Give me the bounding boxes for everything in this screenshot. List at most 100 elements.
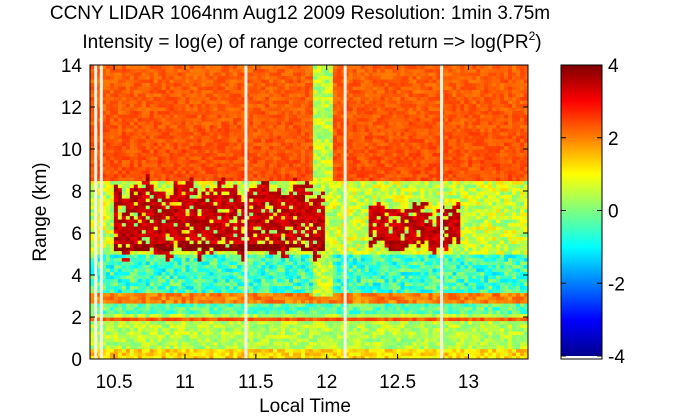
heatmap-cell xyxy=(173,191,179,196)
heatmap-cell xyxy=(189,184,195,189)
heatmap-cell xyxy=(137,198,143,203)
heatmap-cell xyxy=(113,233,119,238)
heatmap-cell xyxy=(293,198,298,203)
heatmap-cell xyxy=(101,173,107,178)
heatmap-cell xyxy=(297,324,302,329)
heatmap-cell xyxy=(149,292,155,297)
heatmap-cell xyxy=(165,292,171,297)
heatmap-cell xyxy=(141,145,147,150)
heatmap-cell xyxy=(125,275,131,280)
heatmap-cell xyxy=(301,352,306,357)
heatmap-cell xyxy=(101,103,107,108)
heatmap-cell xyxy=(141,180,147,185)
heatmap-cell xyxy=(245,236,250,241)
heatmap-cell xyxy=(217,292,222,297)
heatmap-cell xyxy=(181,103,187,108)
heatmap-cell xyxy=(101,320,107,325)
heatmap-cell xyxy=(117,275,123,280)
heatmap-cell xyxy=(141,208,147,213)
heatmap-cell xyxy=(305,152,310,157)
heatmap-cell xyxy=(145,208,151,213)
heatmap-cell xyxy=(225,324,230,329)
heatmap-cell xyxy=(249,177,254,182)
heatmap-cell xyxy=(129,194,135,199)
heatmap-cell xyxy=(117,180,123,185)
heatmap-cell xyxy=(301,320,306,325)
heatmap-cell xyxy=(181,296,187,301)
heatmap-cell xyxy=(165,240,171,245)
heatmap-cell xyxy=(316,264,322,269)
heatmap-cell xyxy=(197,163,203,168)
heatmap-cell xyxy=(309,156,314,161)
heatmap-cell xyxy=(257,331,262,336)
heatmap-cell xyxy=(301,100,306,105)
heatmap-cell xyxy=(261,135,266,140)
heatmap-cell xyxy=(141,233,147,238)
heatmap-cell xyxy=(217,110,222,115)
heatmap-cell xyxy=(185,282,191,287)
heatmap-cell xyxy=(221,275,226,280)
heatmap-cell xyxy=(233,285,238,290)
heatmap-cell xyxy=(149,236,155,241)
heatmap-cell xyxy=(141,149,147,154)
heatmap-cell xyxy=(277,285,282,290)
heatmap-cell xyxy=(281,303,286,308)
heatmap-cell xyxy=(225,338,230,343)
heatmap-cell xyxy=(277,187,282,192)
heatmap-cell xyxy=(129,229,135,234)
heatmap-cell xyxy=(229,257,234,262)
heatmap-cell xyxy=(177,163,183,168)
heatmap-cell xyxy=(145,187,151,192)
heatmap-cell xyxy=(201,285,207,290)
heatmap-cell xyxy=(113,142,119,147)
heatmap-cell xyxy=(137,348,143,353)
heatmap-cell xyxy=(221,303,226,308)
heatmap-cell xyxy=(169,334,175,339)
heatmap-cell xyxy=(121,243,127,248)
heatmap-cell xyxy=(233,121,238,126)
heatmap-cell xyxy=(273,152,278,157)
heatmap-cell xyxy=(309,303,314,308)
heatmap-cell xyxy=(301,282,306,287)
heatmap-cell xyxy=(293,142,298,147)
heatmap-cell xyxy=(261,292,266,297)
heatmap-cell xyxy=(209,236,215,241)
heatmap-cell xyxy=(249,247,254,252)
heatmap-cell xyxy=(249,268,254,273)
heatmap-cell xyxy=(90,261,95,266)
heatmap-cell xyxy=(209,145,215,150)
heatmap-cell xyxy=(237,138,242,143)
heatmap-cell xyxy=(229,173,234,178)
heatmap-cell xyxy=(249,226,254,231)
heatmap-cell xyxy=(201,292,207,297)
heatmap-cell xyxy=(125,93,131,98)
heatmap-cell xyxy=(316,282,322,287)
heatmap-cell xyxy=(137,324,143,329)
heatmap-cell xyxy=(261,320,266,325)
heatmap-cell xyxy=(312,236,318,241)
heatmap-cell xyxy=(273,338,278,343)
heatmap-cell xyxy=(105,240,111,245)
heatmap-cell xyxy=(129,135,135,140)
heatmap-cell xyxy=(113,159,119,164)
heatmap-cell xyxy=(101,348,107,353)
heatmap-cell xyxy=(257,124,262,129)
heatmap-cell xyxy=(129,121,135,126)
heatmap-cell xyxy=(320,306,326,311)
heatmap-cell xyxy=(193,114,199,119)
heatmap-cell xyxy=(289,233,294,238)
heatmap-cell xyxy=(109,138,115,143)
heatmap-cell xyxy=(113,317,119,322)
heatmap-cell xyxy=(169,205,175,210)
heatmap-cell xyxy=(117,278,123,283)
heatmap-cell xyxy=(117,285,123,290)
heatmap-cell xyxy=(305,240,310,245)
heatmap-cell xyxy=(221,341,226,346)
heatmap-cell xyxy=(105,145,111,150)
heatmap-cell xyxy=(105,331,111,336)
heatmap-cell xyxy=(233,212,238,217)
heatmap-cell xyxy=(245,306,250,311)
heatmap-cell xyxy=(157,352,163,357)
heatmap-cell xyxy=(309,201,314,206)
heatmap-cell xyxy=(197,345,203,350)
